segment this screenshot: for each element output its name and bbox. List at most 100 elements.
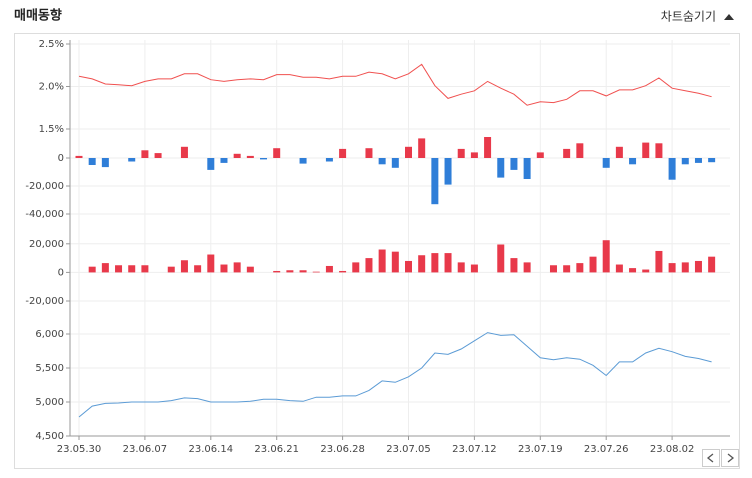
bar [642, 142, 650, 158]
x-tick-label: 23.07.19 [518, 444, 563, 455]
bar [141, 150, 149, 158]
bar [194, 265, 202, 273]
bar [246, 155, 254, 158]
bar [246, 266, 254, 273]
bar [576, 143, 584, 158]
line-series [78, 63, 712, 106]
bar [694, 260, 702, 273]
bar [207, 254, 215, 273]
bar [615, 264, 623, 273]
prev-icon[interactable] [706, 453, 714, 463]
bar [391, 251, 399, 273]
bar [431, 158, 439, 205]
bar [536, 152, 544, 158]
y-tick-label: -20,000 [25, 296, 64, 307]
bar [299, 158, 307, 164]
bar [325, 265, 333, 273]
bar [418, 255, 426, 273]
bar [576, 263, 584, 273]
bar [470, 264, 478, 273]
bar [642, 269, 650, 273]
bar [220, 264, 228, 273]
bar [220, 158, 228, 163]
x-tick-label: 23.05.30 [57, 444, 102, 455]
bar [405, 260, 412, 273]
bar [180, 260, 188, 273]
bar [549, 265, 557, 273]
bar [88, 266, 96, 273]
line-series [78, 332, 712, 418]
bar [589, 256, 597, 273]
bar [101, 263, 109, 273]
x-tick-label: 23.08.02 [650, 444, 695, 455]
bar [615, 146, 623, 158]
bar [523, 262, 531, 273]
y-tick-label: 1.5% [39, 124, 64, 135]
bar [352, 262, 360, 273]
next-icon[interactable] [727, 453, 735, 463]
y-tick-label: 5,500 [35, 363, 64, 374]
x-tick-label: 23.06.07 [123, 444, 168, 455]
y-tick-label: -20,000 [25, 181, 64, 192]
bar [378, 249, 386, 273]
bar [629, 268, 637, 273]
x-tick-label: 23.07.12 [452, 444, 497, 455]
bar [497, 158, 505, 178]
toggle-icon[interactable] [724, 14, 734, 20]
bar [365, 258, 373, 273]
bar [365, 148, 373, 158]
x-tick-label: 23.07.05 [386, 444, 431, 455]
bar [101, 158, 109, 168]
bar [260, 158, 268, 160]
bar [233, 153, 241, 158]
bar [115, 265, 123, 273]
bar [629, 158, 637, 165]
bar [602, 240, 610, 273]
bar [233, 262, 241, 273]
bar [681, 158, 689, 165]
bar [444, 158, 452, 185]
prev-button[interactable] [702, 449, 720, 467]
y-tick-label: 0 [58, 267, 64, 278]
bar [75, 155, 83, 158]
y-tick-label: 5,000 [35, 397, 64, 408]
toggle-chart[interactable]: 차트숨기기 [661, 10, 716, 24]
x-tick-label: 23.07.26 [584, 444, 629, 455]
chart-frame [14, 33, 740, 469]
bar [312, 271, 320, 273]
y-tick-label: 6,000 [35, 329, 64, 340]
widget-title: 매매동향 [14, 8, 62, 24]
bar [497, 244, 505, 273]
next-button[interactable] [721, 449, 739, 467]
bar [523, 158, 531, 179]
bar [510, 158, 518, 170]
bar [405, 146, 412, 158]
bar [167, 266, 175, 273]
bar [207, 158, 215, 170]
bar [418, 138, 426, 158]
bar [708, 256, 716, 273]
bar [180, 146, 188, 158]
y-tick-label: -40,000 [25, 209, 64, 220]
bar [694, 158, 702, 163]
bar [563, 265, 571, 273]
x-tick-label: 23.06.28 [320, 444, 365, 455]
bar [128, 265, 136, 273]
bar [325, 158, 333, 162]
y-tick-label: 2.5% [39, 39, 64, 50]
y-tick-label: 0 [58, 153, 64, 164]
bar [141, 265, 149, 273]
bar [128, 158, 136, 162]
bar [299, 270, 307, 273]
bar [431, 253, 439, 273]
bar [339, 270, 347, 273]
bar [88, 158, 96, 165]
bar [444, 253, 452, 273]
bar [510, 258, 518, 273]
bar [602, 158, 610, 168]
bar [484, 137, 492, 158]
bar [655, 250, 663, 273]
bar [708, 158, 716, 163]
bar [668, 158, 676, 180]
